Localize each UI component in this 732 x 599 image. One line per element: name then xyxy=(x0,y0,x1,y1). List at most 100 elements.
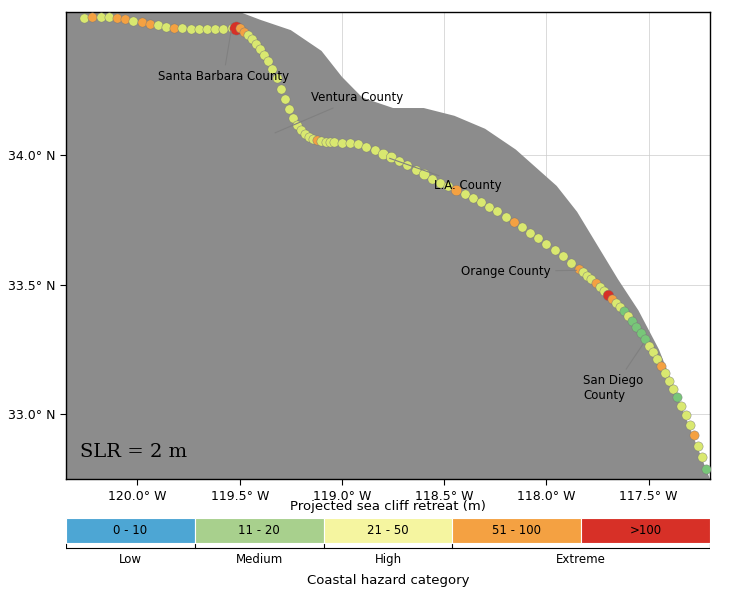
Point xyxy=(700,464,712,474)
Point xyxy=(266,64,278,74)
Text: Projected sea cliff retreat (m): Projected sea cliff retreat (m) xyxy=(290,500,486,513)
Point xyxy=(315,137,327,146)
Point xyxy=(234,23,245,33)
Text: Ventura County: Ventura County xyxy=(275,91,403,133)
Point xyxy=(676,401,687,411)
Point xyxy=(491,207,503,216)
Point xyxy=(578,267,589,277)
Text: Low: Low xyxy=(119,553,142,567)
Point xyxy=(336,138,348,147)
Point xyxy=(201,25,213,34)
Point xyxy=(271,73,283,83)
Text: L.A. County: L.A. County xyxy=(389,158,501,192)
Point xyxy=(679,410,691,420)
Point xyxy=(144,19,156,29)
Point xyxy=(606,294,618,304)
Point xyxy=(549,246,561,255)
Text: San Diego
County: San Diego County xyxy=(583,344,643,403)
Bar xyxy=(66,518,195,543)
Point xyxy=(320,137,332,147)
Point xyxy=(307,134,319,144)
Point xyxy=(655,361,667,370)
Point xyxy=(467,193,479,203)
Point xyxy=(696,452,708,462)
Bar xyxy=(452,518,581,543)
Point xyxy=(352,140,364,149)
Polygon shape xyxy=(223,142,266,181)
Bar xyxy=(324,518,452,543)
Point xyxy=(586,274,597,284)
Polygon shape xyxy=(419,290,475,321)
Point xyxy=(668,384,679,394)
Point xyxy=(291,120,303,129)
Point xyxy=(78,13,90,23)
Point xyxy=(692,441,703,451)
Point xyxy=(614,302,626,311)
Point xyxy=(610,298,621,307)
Point xyxy=(418,170,430,179)
Text: 21 - 50: 21 - 50 xyxy=(367,524,408,537)
Text: 0 - 10: 0 - 10 xyxy=(113,524,147,537)
Point xyxy=(209,25,221,34)
Text: Orange County: Orange County xyxy=(460,265,576,278)
Point xyxy=(671,393,683,403)
Point xyxy=(524,228,536,237)
Point xyxy=(434,178,446,187)
Polygon shape xyxy=(66,12,710,479)
Point xyxy=(160,22,172,31)
Point xyxy=(643,341,654,350)
Text: Coastal hazard category: Coastal hazard category xyxy=(307,574,469,587)
Point xyxy=(287,114,299,123)
Text: 11 - 20: 11 - 20 xyxy=(238,524,280,537)
Text: Santa Barbara County: Santa Barbara County xyxy=(158,31,289,83)
Point xyxy=(402,161,414,170)
Point xyxy=(377,149,389,159)
Point xyxy=(152,21,164,31)
Point xyxy=(581,271,593,280)
Point xyxy=(303,132,315,142)
Point xyxy=(242,31,254,40)
Point xyxy=(94,12,106,22)
Point xyxy=(344,138,356,148)
Bar xyxy=(581,518,710,543)
Point xyxy=(263,56,274,66)
Point xyxy=(86,13,98,22)
Point xyxy=(630,322,642,331)
Point xyxy=(619,306,630,316)
Point xyxy=(410,165,422,174)
Polygon shape xyxy=(318,150,352,168)
Point xyxy=(459,189,471,199)
Polygon shape xyxy=(408,419,458,458)
Point xyxy=(176,23,188,33)
Point xyxy=(684,420,695,429)
Point xyxy=(639,334,651,344)
Point xyxy=(328,138,340,147)
Point xyxy=(426,174,438,183)
Point xyxy=(127,16,139,26)
Point xyxy=(483,202,495,211)
Text: 51 - 100: 51 - 100 xyxy=(493,524,541,537)
Point xyxy=(602,290,613,300)
Point xyxy=(508,217,520,226)
Point xyxy=(627,316,638,326)
Point xyxy=(385,153,397,162)
Point xyxy=(361,142,373,152)
Point xyxy=(230,23,242,32)
Point xyxy=(312,136,324,146)
Point xyxy=(557,252,569,261)
Point xyxy=(184,24,196,34)
Point xyxy=(279,94,291,104)
Point xyxy=(135,17,147,27)
Point xyxy=(393,156,405,166)
Point xyxy=(295,125,307,135)
Point xyxy=(635,328,646,338)
Point xyxy=(565,258,577,268)
Point xyxy=(258,50,270,60)
Point xyxy=(688,430,700,440)
Point xyxy=(594,282,605,292)
Text: SLR = 2 m: SLR = 2 m xyxy=(81,443,187,461)
Text: Medium: Medium xyxy=(236,553,283,567)
Point xyxy=(660,368,671,377)
Point xyxy=(274,84,286,93)
Point xyxy=(299,129,311,139)
